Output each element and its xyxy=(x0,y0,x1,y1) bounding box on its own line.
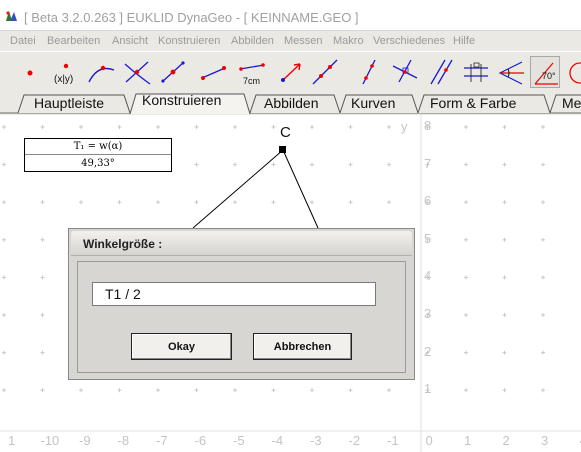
angle-bisector-icon[interactable] xyxy=(496,56,526,88)
parallel-icon[interactable] xyxy=(425,56,455,88)
y-tick-label: 5 xyxy=(424,230,432,246)
x-tick-label: -8 xyxy=(117,433,130,448)
tab-hauptleiste-label: Hauptleiste xyxy=(34,95,105,111)
x-tick-label: -5 xyxy=(233,433,245,448)
fixed-angle-icon[interactable]: 70° xyxy=(530,56,560,88)
tab-outline xyxy=(0,93,581,115)
ray-icon[interactable] xyxy=(275,56,305,88)
point-on-curve-icon[interactable] xyxy=(86,56,116,88)
y-tick-label: 3 xyxy=(424,306,432,321)
segment-length-label: 7cm xyxy=(243,76,260,86)
menu-abbilden[interactable]: Abbilden xyxy=(231,35,274,47)
x-tick-label: 3 xyxy=(541,433,549,448)
tab-form-farbe-label: Form & Farbe xyxy=(430,95,517,111)
menu-bar: Datei Bearbeiten Ansicht Konstruieren Ab… xyxy=(0,31,581,51)
menu-ansicht[interactable]: Ansicht xyxy=(112,35,149,47)
circle-icon[interactable] xyxy=(566,56,581,88)
y-tick-label: 6 xyxy=(424,193,432,209)
fixed-angle-label: 70° xyxy=(542,71,556,81)
abbrechen-button[interactable]: Abbrechen xyxy=(253,333,352,360)
menu-bearbeiten[interactable]: Bearbeiten xyxy=(47,35,101,47)
coordinate-point-icon[interactable]: (x|y) xyxy=(51,56,81,88)
x-tick-label: -1 xyxy=(387,433,399,448)
parallel-distance-icon[interactable] xyxy=(461,56,491,88)
x-tick-label: -2 xyxy=(348,433,361,448)
segment-fixed-length-icon[interactable]: 7cm xyxy=(237,56,267,88)
measurement-divider xyxy=(25,154,171,155)
app-logo-icon xyxy=(4,9,18,23)
menu-datei[interactable]: Datei xyxy=(10,35,36,47)
x-tick-label: 1 xyxy=(8,433,16,448)
x-tick-label: 4 xyxy=(580,433,581,448)
okay-button[interactable]: Okay xyxy=(131,333,232,360)
x-tick-label: 2 xyxy=(502,433,510,448)
line-icon[interactable] xyxy=(310,56,340,88)
intersection-point-icon[interactable] xyxy=(122,56,152,88)
measurement-box[interactable]: T₁ = w(α) 49,33° xyxy=(24,138,172,172)
midpoint-icon[interactable] xyxy=(158,56,188,88)
x-tick-label: -9 xyxy=(79,433,91,448)
x-tick-label: 0 xyxy=(425,433,433,448)
menu-verschiedenes[interactable]: Verschiedenes xyxy=(373,35,446,47)
point-c-label: C xyxy=(280,124,291,141)
y-axis-label: y xyxy=(401,119,408,134)
tab-abbilden-label: Abbilden xyxy=(264,95,319,111)
tab-kurven-label: Kurven xyxy=(351,95,396,111)
menu-konstruieren[interactable]: Konstruieren xyxy=(158,35,221,47)
perpendicular-bisector-icon[interactable] xyxy=(355,56,385,88)
y-tick-label: 8 xyxy=(424,118,432,133)
measurement-formula: T₁ = w(α) xyxy=(73,141,123,152)
x-tick-label: -6 xyxy=(194,433,207,448)
tab-strip: Hauptleiste Konstruieren Abbilden Kurven… xyxy=(0,91,581,115)
y-tick-label: 2 xyxy=(424,343,432,359)
dialog-titlebar[interactable]: Winkelgröße : xyxy=(71,231,412,256)
x-tick-label: -7 xyxy=(156,433,168,448)
tab-more-label: Me xyxy=(562,95,581,111)
coordinate-point-label: (x|y) xyxy=(54,74,73,85)
perpendicular-icon[interactable] xyxy=(390,56,420,88)
tool-bar: (x|y) 7cm 70° xyxy=(0,51,581,91)
window-titlebar: [ Beta 3.2.0.263 ] EUKLID DynaGeo - [ KE… xyxy=(0,0,581,31)
dialog-body xyxy=(77,261,406,373)
menu-hilfe[interactable]: Hilfe xyxy=(453,35,476,47)
segment-icon[interactable] xyxy=(198,56,228,88)
menu-makro[interactable]: Makro xyxy=(333,35,364,47)
y-tick-label: 1 xyxy=(424,381,432,397)
window-title: [ Beta 3.2.0.263 ] EUKLID DynaGeo - [ KE… xyxy=(24,10,359,25)
menu-messen[interactable]: Messen xyxy=(284,35,323,47)
dialog-title: Winkelgröße : xyxy=(83,237,163,251)
x-tick-label: -10 xyxy=(40,433,60,448)
y-tick-label: 4 xyxy=(424,268,432,284)
angle-leg-left xyxy=(192,149,284,229)
y-tick-label: 7 xyxy=(424,155,432,171)
measurement-value: 49,33° xyxy=(81,158,115,169)
tab-konstruieren-label: Konstruieren xyxy=(142,92,222,108)
x-tick-label: -3 xyxy=(310,433,322,448)
angle-size-input[interactable] xyxy=(92,282,376,306)
angle-leg-right xyxy=(282,149,319,229)
x-tick-label: -4 xyxy=(271,433,284,448)
x-tick-label: 1 xyxy=(464,433,472,448)
point-c-marker[interactable] xyxy=(279,146,286,153)
point-icon[interactable] xyxy=(16,56,46,88)
